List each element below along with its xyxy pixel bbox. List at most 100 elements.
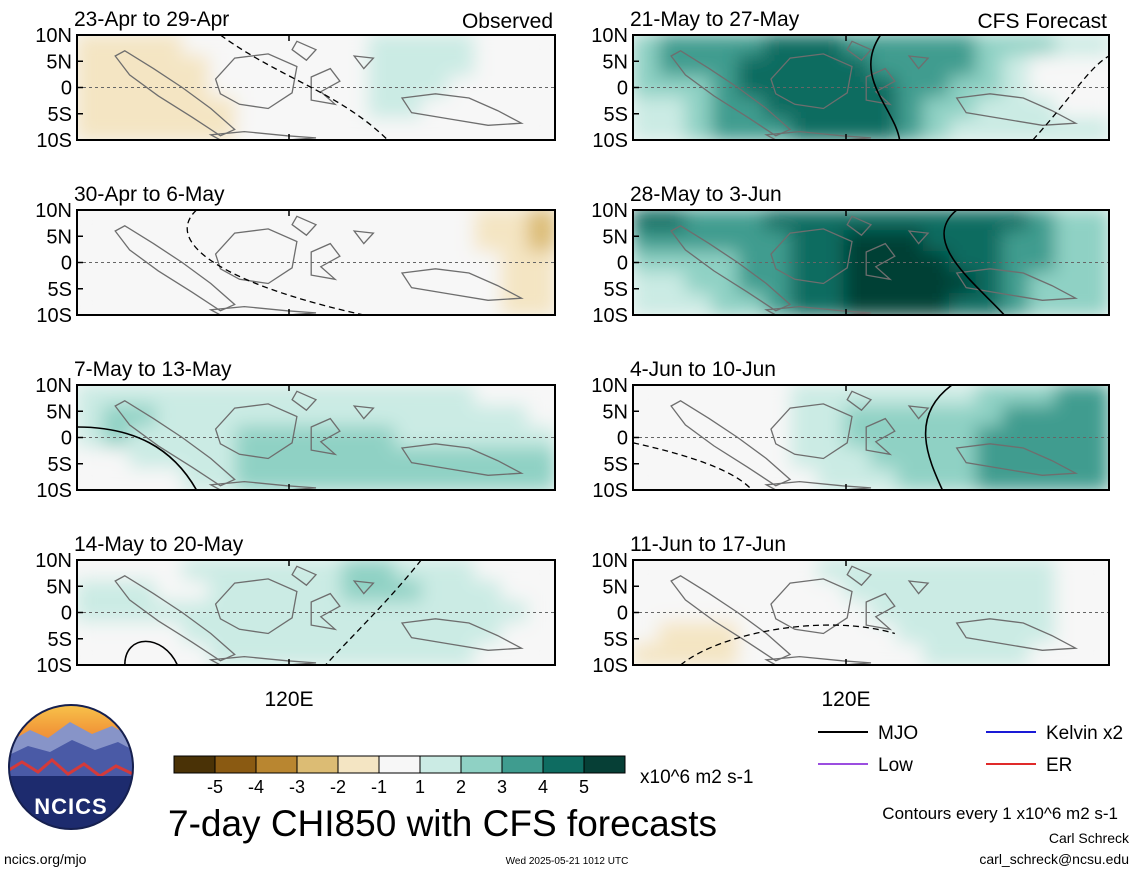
field-cell: [737, 97, 767, 120]
field-cell: [394, 210, 424, 232]
field-cell: [975, 560, 1005, 582]
field-cell: [737, 210, 767, 232]
field-cell: [235, 55, 264, 78]
field-cell: [764, 560, 793, 582]
coastline: [846, 40, 873, 62]
field-cell: [315, 210, 344, 232]
mjo-contour-positive: [77, 426, 198, 490]
field-cell: [77, 468, 105, 490]
field-cell: [421, 76, 450, 99]
field-cell: [368, 118, 397, 140]
field-cell: [474, 97, 503, 120]
field-cell: [341, 560, 371, 582]
field-cell: [527, 580, 555, 603]
field-cell: [790, 97, 820, 120]
field-cell: [500, 468, 530, 490]
field-cell: [922, 622, 952, 645]
y-tick-label: 10S: [592, 655, 628, 677]
field-cell: [102, 447, 132, 470]
field-cell: [922, 643, 952, 665]
field-cell: [447, 405, 477, 428]
field-cell: [975, 55, 1005, 78]
field-cell: [1028, 210, 1058, 232]
field-cell: [182, 272, 211, 295]
field-cell: [633, 580, 661, 603]
field-cell: [155, 622, 185, 645]
field-cell: [711, 272, 740, 295]
coastline: [846, 215, 873, 237]
field-cell: [1055, 405, 1084, 428]
figure-title: 7-day CHI850 with CFS forecasts: [168, 803, 717, 844]
field-cell: [922, 580, 952, 603]
field-cell: [870, 622, 899, 645]
field-cell: [288, 230, 317, 253]
field-cell: [790, 293, 820, 315]
field-cell: [474, 447, 503, 470]
coastline: [400, 93, 524, 126]
colorbar-tick-label: 3: [497, 777, 507, 797]
field-cell: [421, 426, 450, 449]
field-cell: [368, 560, 397, 582]
field-cell: [288, 468, 317, 490]
field-cell: [764, 405, 793, 428]
field-cell: [737, 385, 767, 407]
field-cell: [1002, 210, 1031, 232]
field-cell: [261, 230, 291, 253]
field-cell: [315, 118, 344, 140]
field-cell: [288, 643, 317, 665]
field-cell: [764, 97, 793, 120]
field-cell: [235, 405, 264, 428]
y-tick-label: 10S: [592, 480, 628, 502]
field-cell: [870, 560, 899, 582]
field-cell: [1002, 251, 1031, 274]
y-tick-label: 0: [617, 428, 628, 450]
field-cell: [1081, 293, 1109, 315]
field-cell: [684, 210, 714, 232]
ncics-logo: NCICS: [8, 704, 134, 830]
field-cell: [394, 405, 424, 428]
field-cell: [155, 35, 185, 57]
field-cell: [235, 447, 264, 470]
field-cell: [235, 76, 264, 99]
field-cell: [737, 55, 767, 78]
field-cell: [129, 230, 158, 253]
field-cell: [500, 272, 530, 295]
field-cell: [208, 622, 238, 645]
coastline: [114, 575, 236, 662]
field-cell: [633, 293, 661, 315]
coastline: [310, 592, 341, 631]
field-cell: [182, 55, 211, 78]
field-cell: [235, 601, 264, 624]
field-cell: [633, 118, 661, 140]
field-cell: [102, 293, 132, 315]
field-cell: [421, 251, 450, 274]
field-cell: [77, 272, 105, 295]
colorbar-swatch: [583, 755, 626, 774]
field-cell: [737, 35, 767, 57]
field-cell: [870, 580, 899, 603]
coastline: [208, 130, 317, 140]
coastline: [907, 55, 930, 70]
field-cell: [102, 601, 132, 624]
field-cell: [235, 97, 264, 120]
field-cell: [77, 622, 105, 645]
field-cell: [790, 405, 820, 428]
coastline: [670, 575, 792, 662]
field-cell: [764, 468, 793, 490]
field-cell: [817, 272, 846, 295]
field-cell: [790, 468, 820, 490]
y-tick-label: 10N: [591, 375, 628, 397]
field-cell: [394, 560, 424, 582]
coastline: [764, 130, 872, 140]
website-link[interactable]: ncics.org/mjo: [4, 851, 87, 867]
field-cell: [1002, 385, 1031, 407]
field-cell: [527, 55, 555, 78]
field-cell: [684, 468, 714, 490]
field-cell: [182, 580, 211, 603]
field-cell: [711, 643, 740, 665]
field-cell: [658, 601, 687, 624]
y-tick-label: 10N: [591, 25, 628, 47]
y-tick-label: 10S: [36, 480, 72, 502]
field-cell: [288, 622, 317, 645]
field-cell: [208, 560, 238, 582]
